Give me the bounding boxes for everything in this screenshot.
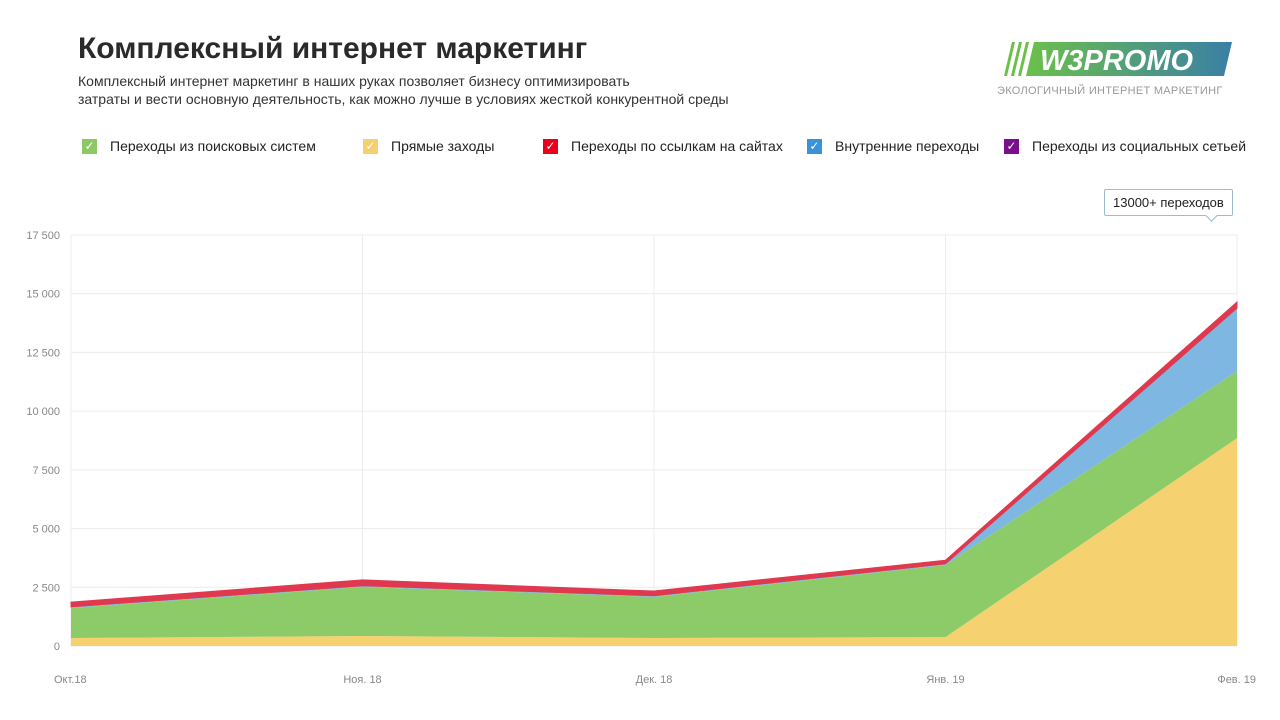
x-tick-label: Ноя. 18 xyxy=(343,674,381,686)
legend-item-direct[interactable]: ✓ Прямые заходы xyxy=(363,138,494,154)
legend-label: Внутренние переходы xyxy=(835,138,980,154)
logo-text: W3PROMO xyxy=(1040,45,1194,76)
legend-label: Переходы из поисковых систем xyxy=(110,138,316,154)
w3promo-logo: W3PROMO xyxy=(1004,42,1232,76)
legend-label: Прямые заходы xyxy=(391,138,495,154)
y-tick-label: 5 000 xyxy=(32,524,60,536)
checkbox-checked-icon[interactable]: ✓ xyxy=(363,138,378,154)
y-tick-label: 17 500 xyxy=(26,230,60,242)
area-series xyxy=(71,438,1237,646)
y-tick-label: 0 xyxy=(54,641,60,653)
legend-item-internal[interactable]: ✓ Внутренние переходы xyxy=(807,138,979,154)
subtitle-line: затраты и вести основную деятельность, к… xyxy=(78,91,729,107)
checkbox-checked-icon[interactable]: ✓ xyxy=(543,138,558,154)
page-title: Комплексный интернет маркетинг xyxy=(78,32,588,65)
logo-tagline: ЭКОЛОГИЧНЫЙ ИНТЕРНЕТ МАРКЕТИНГ xyxy=(997,85,1223,97)
area-series xyxy=(71,371,1237,639)
y-tick-label: 7 500 xyxy=(32,465,60,477)
y-tick-label: 12 500 xyxy=(26,347,60,359)
chart-legend: ✓ Переходы из поисковых систем ✓ Прямые за… xyxy=(82,138,1262,158)
checkbox-checked-icon[interactable]: ✓ xyxy=(807,138,822,154)
y-tick-label: 10 000 xyxy=(26,406,60,418)
area-series xyxy=(71,301,1237,603)
y-tick-label: 15 000 xyxy=(26,289,60,301)
subtitle-line: Комплексный интернет маркетинг в наших р… xyxy=(78,73,630,89)
x-tick-label: Окт.18 xyxy=(54,674,87,686)
y-tick-label: 2 500 xyxy=(32,582,60,594)
legend-item-social[interactable]: ✓ Переходы из социальных сетьей xyxy=(1004,138,1246,154)
legend-item-links[interactable]: ✓ Переходы по ссылкам на сайтах xyxy=(543,138,783,154)
legend-label: Переходы из социальных сетьей xyxy=(1032,138,1247,154)
x-tick-label: Дек. 18 xyxy=(636,674,673,686)
checkbox-checked-icon[interactable]: ✓ xyxy=(82,138,97,154)
chart-tooltip: 13000+ переходов xyxy=(1104,189,1233,216)
checkbox-checked-icon[interactable]: ✓ xyxy=(1004,138,1019,154)
legend-item-search[interactable]: ✓ Переходы из поисковых систем xyxy=(82,138,316,154)
legend-label: Переходы по ссылкам на сайтах xyxy=(571,138,783,154)
area-series xyxy=(71,308,1237,608)
x-tick-label: Янв. 19 xyxy=(926,674,964,686)
page-subtitle: Комплексный интернет маркетинг в наших р… xyxy=(78,72,778,108)
x-tick-label: Фев. 19 xyxy=(1217,674,1256,686)
area-series xyxy=(70,300,1238,608)
